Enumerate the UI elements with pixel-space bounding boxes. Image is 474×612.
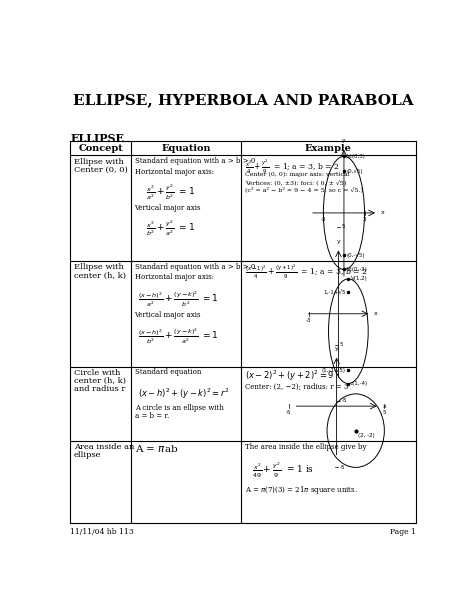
Text: The area inside the ellipse give by: The area inside the ellipse give by (245, 443, 366, 451)
Text: Center (0, 0); major axis: vertical: Center (0, 0); major axis: vertical (245, 171, 349, 177)
Text: Vertical major axis: Vertical major axis (135, 204, 201, 212)
Text: A = $\pi$ab: A = $\pi$ab (135, 443, 178, 454)
Text: 5: 5 (383, 410, 386, 415)
Text: ELLIPSE, HYPERBOLA AND PARABOLA: ELLIPSE, HYPERBOLA AND PARABOLA (73, 93, 413, 107)
Text: -5: -5 (339, 465, 345, 470)
Text: Standard equation with a > b > 0: Standard equation with a > b > 0 (135, 157, 255, 165)
Text: V₂(0,-3): V₂(0,-3) (346, 267, 367, 272)
Text: Center (0, 0): Center (0, 0) (74, 166, 128, 174)
Text: Equation: Equation (161, 144, 211, 153)
Text: a = b = r.: a = b = r. (135, 412, 169, 420)
Text: Standard equation: Standard equation (135, 368, 201, 376)
Text: Ellipse with: Ellipse with (74, 263, 124, 271)
Text: -3: -3 (306, 318, 311, 323)
Text: $\frac{(x-h)^2}{b^2}+\frac{(y-k)^2}{a^2}\ =1$: $\frac{(x-h)^2}{b^2}+\frac{(y-k)^2}{a^2}… (138, 326, 219, 346)
Text: $\frac{x^2}{a^2}+\frac{y^2}{b^2}\ =1$: $\frac{x^2}{a^2}+\frac{y^2}{b^2}\ =1$ (146, 182, 194, 202)
Text: A circle is an ellipse with: A circle is an ellipse with (135, 404, 223, 412)
Text: y: y (337, 239, 340, 244)
Text: $\frac{(x-1)^2}{4}+\frac{(y+1)^2}{9}$  = 1; a = 3, b = 2: $\frac{(x-1)^2}{4}+\frac{(y+1)^2}{9}$ = … (245, 263, 367, 282)
Text: $\frac{x^2}{b^2}+\frac{y^2}{a^2}\ =1$: $\frac{x^2}{b^2}+\frac{y^2}{a^2}\ =1$ (146, 218, 194, 237)
Text: A = $\pi$(7)(3) = 21$\pi$ square units.: A = $\pi$(7)(3) = 21$\pi$ square units. (245, 484, 357, 496)
Text: x: x (374, 312, 378, 316)
Text: y: y (335, 346, 338, 351)
Text: Center: (2, −2); radius: r = 3: Center: (2, −2); radius: r = 3 (245, 382, 348, 390)
Text: 3: 3 (363, 217, 366, 222)
Text: Standard equation with a > b > 0: Standard equation with a > b > 0 (135, 263, 255, 271)
Text: Ellipse with: Ellipse with (74, 158, 124, 166)
Text: (1,-1-√5): (1,-1-√5) (322, 367, 346, 373)
Text: (0,√5): (0,√5) (346, 168, 363, 174)
Text: 5: 5 (339, 342, 343, 348)
Text: ellipse: ellipse (74, 452, 101, 460)
Text: center (h, k): center (h, k) (74, 271, 126, 279)
Text: (2, -2): (2, -2) (357, 433, 374, 438)
Text: ELLIPSE: ELLIPSE (70, 133, 124, 144)
Text: 11/11/04 hb 113: 11/11/04 hb 113 (70, 528, 134, 536)
Text: Concept: Concept (78, 144, 123, 153)
Text: V₁(0,3): V₁(0,3) (346, 154, 365, 159)
Text: $\frac{(x-h)^2}{a^2}+\frac{(y-k)^2}{b^2}\ =1$: $\frac{(x-h)^2}{a^2}+\frac{(y-k)^2}{b^2}… (138, 289, 219, 309)
Text: Horizontal major axis:: Horizontal major axis: (135, 168, 214, 176)
Text: -5: -5 (341, 398, 347, 403)
Text: Area inside an: Area inside an (74, 443, 134, 452)
Text: 1,-1+√5: 1,-1+√5 (323, 289, 346, 295)
Text: x: x (383, 404, 386, 409)
Text: Vertical major axis: Vertical major axis (135, 311, 201, 319)
Text: $(x-2)^2+(y+2)^2=9$: $(x-2)^2+(y+2)^2=9$ (245, 368, 334, 383)
Text: -5: -5 (286, 410, 292, 415)
Text: ₂(1,-4): ₂(1,-4) (351, 381, 368, 386)
Text: Horizontal major axis:: Horizontal major axis: (135, 273, 214, 282)
Text: center (h, k): center (h, k) (74, 377, 126, 385)
Text: and radius r: and radius r (74, 385, 125, 393)
Text: y: y (342, 138, 346, 143)
Text: 5: 5 (341, 224, 345, 229)
Text: (0,-√5): (0,-√5) (346, 252, 365, 258)
Text: V(1,2): V(1,2) (351, 277, 368, 282)
Text: $\frac{x^2}{4}+\frac{y^2}{9}$  = 1; a = 3, b = 2: $\frac{x^2}{4}+\frac{y^2}{9}$ = 1; a = 3… (245, 157, 339, 176)
Text: $(x-h)^2+(y-k)^2=r^2$: $(x-h)^2+(y-k)^2=r^2$ (138, 386, 230, 401)
Text: $\frac{x^2}{49}+\frac{y^2}{9}$  = 1 is: $\frac{x^2}{49}+\frac{y^2}{9}$ = 1 is (252, 461, 314, 480)
Text: Circle with: Circle with (74, 369, 120, 377)
Text: -3: -3 (320, 217, 326, 222)
Text: x: x (381, 211, 384, 215)
Text: Example: Example (305, 144, 352, 153)
Text: Vertices: (0, ±3); foci: ( 0, ± √5): Vertices: (0, ±3); foci: ( 0, ± √5) (245, 179, 346, 185)
Text: Page 1: Page 1 (390, 528, 416, 536)
Text: (c² = a² − b² = 9 − 4 = 5, so c = √5.): (c² = a² − b² = 9 − 4 = 5, so c = √5.) (245, 187, 363, 192)
